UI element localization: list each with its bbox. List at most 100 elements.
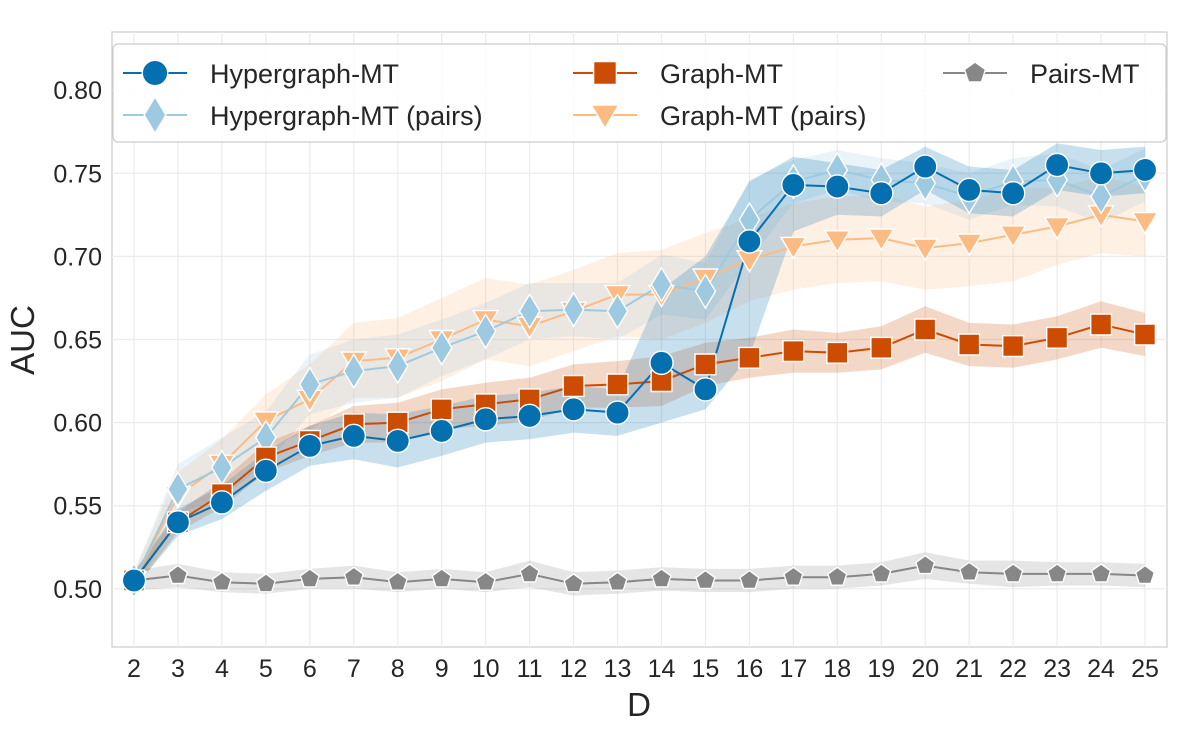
data-point	[430, 329, 453, 366]
y-tick-label: 0.60	[53, 410, 102, 438]
data-point	[914, 318, 937, 341]
data-point	[475, 571, 496, 591]
legend-marker	[963, 61, 987, 83]
legend-label: Hypergraph-MT	[210, 59, 399, 89]
data-point	[782, 340, 805, 363]
data-point	[825, 174, 850, 199]
data-point	[999, 225, 1027, 249]
x-tick-label: 23	[1043, 655, 1071, 683]
x-tick-label: 4	[215, 655, 229, 683]
confidence-band	[134, 148, 1145, 589]
x-tick-label: 6	[303, 655, 317, 683]
data-point	[606, 373, 629, 396]
x-tick-label: 15	[692, 655, 720, 683]
y-axis-title: AUC	[4, 305, 41, 375]
y-tick-label: 0.65	[53, 327, 102, 355]
x-tick-label: 12	[560, 655, 588, 683]
data-point	[693, 377, 718, 402]
y-tick-label: 0.75	[53, 160, 102, 188]
data-point	[341, 423, 367, 449]
confidence-band	[134, 552, 1145, 596]
data-point	[561, 397, 586, 422]
data-point	[651, 568, 672, 588]
y-tick-label: 0.55	[53, 493, 102, 521]
y-tick-label: 0.80	[53, 77, 102, 105]
data-point	[695, 569, 716, 590]
data-point	[430, 398, 453, 421]
data-point	[958, 333, 981, 356]
data-point	[562, 291, 585, 328]
x-tick-label: 21	[955, 655, 983, 683]
data-point	[167, 564, 189, 585]
data-point	[1000, 180, 1026, 206]
legend-label: Hypergraph-MT (pairs)	[210, 101, 483, 131]
x-tick-label: 19	[867, 655, 895, 683]
data-point	[912, 154, 938, 179]
data-point	[121, 568, 147, 593]
data-point	[431, 568, 452, 588]
data-point	[1045, 326, 1069, 349]
y-tick-labels: 0.50 0.55 0.60 0.65 0.70 0.75 0.80	[53, 77, 102, 604]
data-point	[474, 313, 497, 350]
confidence-band	[134, 301, 1145, 589]
x-tick-label: 3	[171, 655, 185, 683]
data-point	[1090, 178, 1112, 215]
data-point	[783, 566, 804, 586]
data-point	[737, 229, 762, 254]
confidence-bands	[134, 143, 1145, 596]
x-tick-label: 22	[999, 655, 1027, 683]
x-tick-label: 11	[517, 655, 543, 683]
x-tick-label: 14	[648, 655, 676, 683]
data-point	[870, 336, 893, 359]
x-tick-labels: 2 3 4 5 6 7 8 9 10 11 12 13 14 15 16 17 18 19 20 21 22 23 24 25	[127, 655, 1159, 683]
data-point	[297, 433, 323, 459]
data-point	[914, 165, 937, 202]
series-markers	[120, 151, 1159, 599]
data-point	[473, 406, 498, 432]
data-point	[519, 563, 540, 583]
confidence-band	[134, 176, 1145, 589]
x-tick-label: 17	[779, 655, 807, 683]
data-point	[607, 571, 628, 591]
x-tick-label: 24	[1087, 655, 1115, 683]
data-point	[650, 266, 673, 303]
x-tick-label: 10	[472, 655, 500, 683]
data-point	[914, 554, 936, 575]
data-point	[1043, 216, 1071, 240]
x-tick-label: 9	[435, 655, 449, 683]
data-point	[1088, 160, 1114, 186]
data-point	[209, 490, 235, 515]
data-point	[386, 411, 409, 434]
data-point	[562, 374, 585, 398]
x-tick-label: 13	[604, 655, 632, 683]
data-point	[385, 428, 411, 454]
x-tick-label: 2	[127, 655, 141, 683]
data-point	[694, 353, 717, 376]
data-point	[165, 510, 191, 535]
x-tick-label: 8	[391, 655, 405, 683]
data-point	[1134, 564, 1156, 585]
x-tick-label: 16	[735, 655, 763, 683]
data-point	[823, 230, 851, 254]
data-point	[1089, 313, 1113, 336]
x-tick-label: 18	[823, 655, 851, 683]
data-point	[606, 293, 629, 330]
legend-marker	[592, 60, 618, 86]
data-point	[826, 341, 849, 364]
data-point	[343, 566, 365, 586]
data-point	[1046, 563, 1068, 583]
data-point	[298, 366, 321, 403]
data-point	[605, 400, 630, 425]
data-point	[739, 569, 760, 590]
y-tick-label: 0.50	[53, 576, 102, 604]
data-point	[211, 571, 233, 591]
data-point	[911, 238, 939, 262]
data-point	[429, 418, 454, 444]
legend-label: Pairs-MT	[1030, 59, 1140, 89]
data-point	[299, 568, 321, 588]
data-point	[167, 470, 189, 508]
data-point	[868, 180, 894, 206]
legend-label: Graph-MT	[660, 59, 783, 89]
data-point	[387, 571, 408, 591]
data-point	[517, 403, 542, 429]
